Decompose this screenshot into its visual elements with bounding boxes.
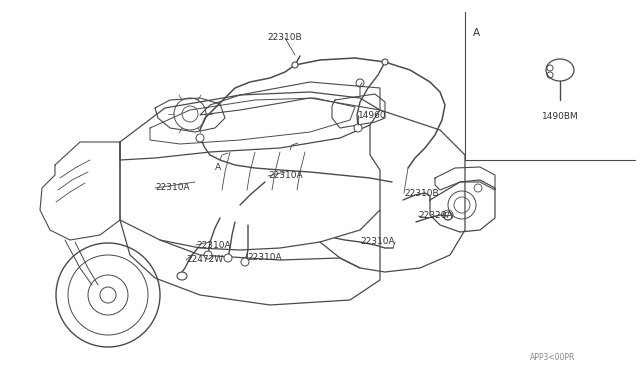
Text: 14960: 14960: [358, 110, 387, 119]
Circle shape: [241, 258, 249, 266]
Text: 22310A: 22310A: [360, 237, 395, 247]
Text: 22310A: 22310A: [196, 241, 230, 250]
Text: APP3<00PR: APP3<00PR: [530, 353, 575, 362]
Text: A: A: [215, 164, 221, 173]
Text: 22310A: 22310A: [247, 253, 282, 263]
Circle shape: [354, 124, 362, 132]
Text: 22310B: 22310B: [268, 33, 302, 42]
Circle shape: [224, 254, 232, 262]
Text: 22310B: 22310B: [404, 189, 438, 198]
Circle shape: [382, 59, 388, 65]
Text: 22320A: 22320A: [418, 212, 452, 221]
Text: A: A: [473, 28, 480, 38]
Text: 22310A: 22310A: [155, 183, 189, 192]
Text: 22310A: 22310A: [268, 171, 303, 180]
Circle shape: [292, 62, 298, 68]
Circle shape: [196, 134, 204, 142]
Text: 22472W: 22472W: [186, 256, 223, 264]
Text: 1490BM: 1490BM: [541, 112, 579, 121]
Circle shape: [204, 251, 212, 259]
